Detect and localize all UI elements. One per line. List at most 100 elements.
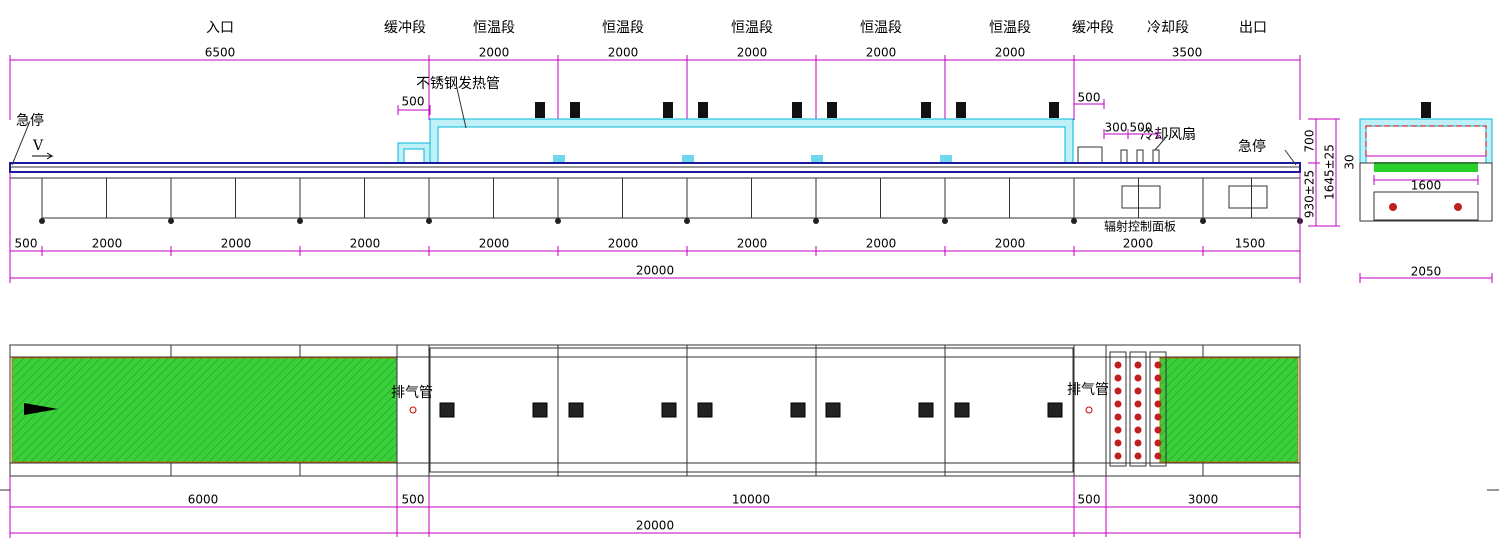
fan-dot — [1154, 387, 1162, 395]
direction-arrow — [32, 152, 54, 160]
dimension-text: 20000 — [636, 519, 674, 533]
control-panel — [1228, 185, 1268, 209]
dimension-text: 1600 — [1411, 179, 1442, 193]
fan — [1120, 149, 1128, 163]
fan-dot — [1134, 374, 1142, 382]
zone-label: 出口 — [1239, 20, 1267, 36]
leader — [455, 83, 467, 129]
dimension-text: 2050 — [1411, 265, 1442, 279]
end-lamp — [1365, 125, 1487, 157]
zone-label: 恒温段 — [860, 20, 902, 36]
annotation: V — [32, 138, 44, 154]
heater-cap — [827, 102, 837, 118]
fan-dot — [1134, 400, 1142, 408]
fan-column — [1129, 351, 1147, 467]
leader — [11, 120, 31, 166]
zone-label: 恒温段 — [473, 20, 515, 36]
dimension-text: 2000 — [995, 46, 1026, 60]
zone-label: 恒温段 — [602, 20, 644, 36]
dimension-text: 2000 — [479, 237, 510, 251]
end-belt — [1374, 162, 1478, 172]
zone-label: 缓冲段 — [384, 20, 426, 36]
heater-cap — [921, 102, 931, 118]
wheel — [942, 218, 948, 224]
dimension-text: 2000 — [737, 237, 768, 251]
dimension-text: 2000 — [221, 237, 252, 251]
heater-plate — [568, 402, 584, 418]
dimension-text: 3500 — [1172, 46, 1203, 60]
fan-dot — [1114, 374, 1122, 382]
fan-dot — [1154, 361, 1162, 369]
leader — [1154, 134, 1169, 151]
fan-dot — [1134, 426, 1142, 434]
dimension-text: 3000 — [1188, 493, 1219, 507]
heater-plate — [1047, 402, 1063, 418]
heater-plate — [532, 402, 548, 418]
joint — [811, 155, 823, 163]
heater-cap — [663, 102, 673, 118]
fan-dot — [1114, 452, 1122, 460]
fan — [1136, 149, 1144, 163]
wheel — [684, 218, 690, 224]
dimension-text: 6000 — [188, 493, 219, 507]
annotation: 排气管 — [391, 385, 433, 401]
dimension-text: 2000 — [866, 237, 897, 251]
outlet-box — [1077, 146, 1103, 164]
end-frame — [1359, 162, 1493, 222]
annotation: 急停 — [16, 112, 44, 129]
fan-dot — [1114, 426, 1122, 434]
dimension-text: 2000 — [737, 46, 768, 60]
dimension-text: 2000 — [608, 46, 639, 60]
dimension-text: 2000 — [350, 237, 381, 251]
fan-dot — [1114, 387, 1122, 395]
dimension-text: 1500 — [1235, 237, 1266, 251]
fan-dot — [1114, 400, 1122, 408]
dimension-text: 2000 — [92, 237, 123, 251]
heater-plate — [661, 402, 677, 418]
wheel — [168, 218, 174, 224]
annotation: 排气管 — [1067, 382, 1109, 398]
fan-column — [1149, 351, 1167, 467]
fan-column — [1109, 351, 1127, 467]
plan-outline — [9, 344, 1301, 477]
fan-dot — [1134, 413, 1142, 421]
fan-dot — [1154, 413, 1162, 421]
wheel — [1071, 218, 1077, 224]
wheel — [297, 218, 303, 224]
wheel — [1200, 218, 1206, 224]
dimension-text: 2000 — [479, 46, 510, 60]
dimension-text: 500 — [402, 95, 425, 109]
wheel — [813, 218, 819, 224]
heater-cap — [1049, 102, 1059, 118]
exhaust-point — [409, 406, 417, 414]
exhaust-point — [1085, 406, 1093, 414]
fan-dot — [1134, 387, 1142, 395]
buffer-box — [397, 142, 431, 164]
leader — [1284, 149, 1297, 166]
dimension-text: 500 — [1130, 121, 1153, 135]
zone-label: 恒温段 — [731, 20, 773, 36]
fan-dot — [1114, 439, 1122, 447]
dimension-text: 6500 — [205, 46, 236, 60]
zone-label: 缓冲段 — [1072, 20, 1114, 36]
heater-plate — [825, 402, 841, 418]
heater-cap — [792, 102, 802, 118]
plan-belt-left — [11, 357, 398, 463]
dimension-text: 2000 — [866, 46, 897, 60]
zone-label: 恒温段 — [989, 20, 1031, 36]
fan-dot — [1114, 413, 1122, 421]
zone-label: 冷却段 — [1147, 20, 1189, 36]
plan-belt-right — [1159, 357, 1299, 463]
joint — [553, 155, 565, 163]
fan-dot — [1154, 439, 1162, 447]
fan-dot — [1114, 361, 1122, 369]
dimension-text: 2000 — [995, 237, 1026, 251]
heater-cap — [698, 102, 708, 118]
heater-plate — [918, 402, 934, 418]
joint — [940, 155, 952, 163]
annotation: 不锈钢发热管 — [416, 76, 500, 92]
annotation: 急停 — [1238, 138, 1266, 155]
joint — [682, 155, 694, 163]
fan-dot — [1154, 452, 1162, 460]
